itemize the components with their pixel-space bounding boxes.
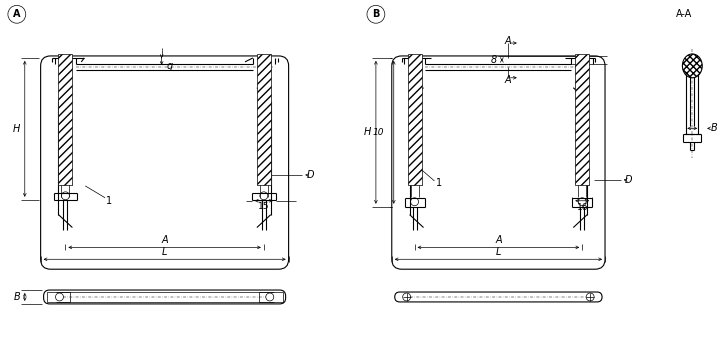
Text: D: D xyxy=(625,175,632,185)
Text: 1: 1 xyxy=(106,196,112,206)
Text: A-A: A-A xyxy=(676,9,693,19)
Ellipse shape xyxy=(683,54,702,78)
Text: H: H xyxy=(13,124,20,134)
Text: D: D xyxy=(307,170,314,180)
Text: L: L xyxy=(496,247,501,257)
Text: A: A xyxy=(505,36,511,46)
Bar xyxy=(58,54,73,185)
Text: A: A xyxy=(161,235,168,246)
Text: 10: 10 xyxy=(372,128,384,137)
Text: B: B xyxy=(372,9,379,19)
Text: B: B xyxy=(711,123,718,133)
Text: A: A xyxy=(495,235,502,246)
Text: H: H xyxy=(364,127,371,137)
Text: 1: 1 xyxy=(436,178,443,188)
Bar xyxy=(575,54,589,185)
Text: 15: 15 xyxy=(258,202,270,211)
Bar xyxy=(408,54,422,185)
Text: L: L xyxy=(162,247,167,257)
Bar xyxy=(47,292,71,302)
Text: A: A xyxy=(13,9,20,19)
Text: 8: 8 xyxy=(491,55,497,65)
Text: 16: 16 xyxy=(577,203,588,212)
Text: A: A xyxy=(505,75,511,85)
Text: g: g xyxy=(166,61,173,71)
Bar xyxy=(259,292,283,302)
Text: B: B xyxy=(14,292,20,302)
Bar xyxy=(257,54,270,185)
